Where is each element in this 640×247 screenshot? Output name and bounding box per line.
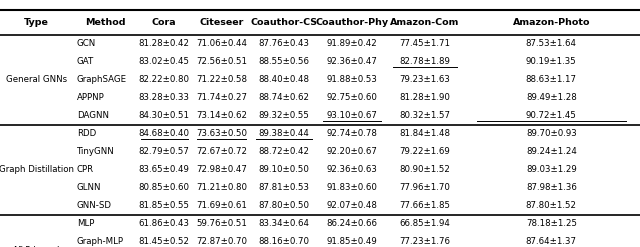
Text: 84.30±0.51: 84.30±0.51 <box>139 111 189 120</box>
Text: 72.98±0.47: 72.98±0.47 <box>196 165 247 174</box>
Text: 79.22±1.69: 79.22±1.69 <box>399 147 450 156</box>
Text: 82.78±1.89: 82.78±1.89 <box>399 57 450 66</box>
Text: General GNNs: General GNNs <box>6 75 67 84</box>
Text: 92.74±0.78: 92.74±0.78 <box>326 129 378 138</box>
Text: DAGNN: DAGNN <box>77 111 109 120</box>
Text: 89.49±1.28: 89.49±1.28 <box>526 93 577 102</box>
Text: APPNP: APPNP <box>77 93 104 102</box>
Text: 92.75±0.60: 92.75±0.60 <box>326 93 378 102</box>
Text: TinyGNN: TinyGNN <box>77 147 115 156</box>
Text: Graph Distillation: Graph Distillation <box>0 165 74 174</box>
Text: 88.74±0.62: 88.74±0.62 <box>259 93 310 102</box>
Text: GNN-SD: GNN-SD <box>77 201 112 210</box>
Text: 83.28±0.33: 83.28±0.33 <box>139 93 189 102</box>
Text: 90.72±1.45: 90.72±1.45 <box>526 111 577 120</box>
Text: 89.24±1.24: 89.24±1.24 <box>526 147 577 156</box>
Text: 59.76±0.51: 59.76±0.51 <box>196 219 247 228</box>
Text: 79.23±1.63: 79.23±1.63 <box>399 75 450 84</box>
Text: Graph-MLP: Graph-MLP <box>77 237 124 247</box>
Text: 88.63±1.17: 88.63±1.17 <box>526 75 577 84</box>
Text: 87.64±1.37: 87.64±1.37 <box>526 237 577 247</box>
Text: CPR: CPR <box>77 165 94 174</box>
Text: 77.96±1.70: 77.96±1.70 <box>399 183 450 192</box>
Text: 71.22±0.58: 71.22±0.58 <box>196 75 247 84</box>
Text: 84.68±0.40: 84.68±0.40 <box>139 129 189 138</box>
Text: 81.45±0.52: 81.45±0.52 <box>139 237 189 247</box>
Text: 82.79±0.57: 82.79±0.57 <box>139 147 189 156</box>
Text: 78.18±1.25: 78.18±1.25 <box>526 219 577 228</box>
Text: 92.20±0.67: 92.20±0.67 <box>326 147 378 156</box>
Text: 92.36±0.63: 92.36±0.63 <box>326 165 378 174</box>
Text: 88.16±0.70: 88.16±0.70 <box>259 237 310 247</box>
Text: 89.38±0.44: 89.38±0.44 <box>259 129 310 138</box>
Text: 81.84±1.48: 81.84±1.48 <box>399 129 450 138</box>
Text: 82.22±0.80: 82.22±0.80 <box>139 75 189 84</box>
Text: GAT: GAT <box>77 57 94 66</box>
Text: 72.56±0.51: 72.56±0.51 <box>196 57 247 66</box>
Text: RDD: RDD <box>77 129 96 138</box>
Text: Cora: Cora <box>152 18 177 27</box>
Text: GCN: GCN <box>77 39 96 48</box>
Text: 89.10±0.50: 89.10±0.50 <box>259 165 310 174</box>
Text: Coauthor-CS: Coauthor-CS <box>251 18 317 27</box>
Text: 81.28±0.42: 81.28±0.42 <box>139 39 189 48</box>
Text: MLP: MLP <box>77 219 94 228</box>
Text: 80.32±1.57: 80.32±1.57 <box>399 111 450 120</box>
Text: 71.06±0.44: 71.06±0.44 <box>196 39 247 48</box>
Text: 92.07±0.48: 92.07±0.48 <box>326 201 378 210</box>
Text: Type: Type <box>24 18 49 27</box>
Text: 71.74±0.27: 71.74±0.27 <box>196 93 247 102</box>
Text: 87.53±1.64: 87.53±1.64 <box>526 39 577 48</box>
Text: 83.34±0.64: 83.34±0.64 <box>259 219 310 228</box>
Text: 87.80±0.50: 87.80±0.50 <box>259 201 310 210</box>
Text: 92.36±0.47: 92.36±0.47 <box>326 57 378 66</box>
Text: 81.85±0.55: 81.85±0.55 <box>139 201 189 210</box>
Text: 87.81±0.53: 87.81±0.53 <box>259 183 310 192</box>
Text: 66.85±1.94: 66.85±1.94 <box>399 219 450 228</box>
Text: GraphSAGE: GraphSAGE <box>77 75 127 84</box>
Text: 91.85±0.49: 91.85±0.49 <box>326 237 378 247</box>
Text: 73.63±0.50: 73.63±0.50 <box>196 129 247 138</box>
Text: 71.69±0.61: 71.69±0.61 <box>196 201 247 210</box>
Text: GLNN: GLNN <box>77 183 101 192</box>
Text: 72.67±0.72: 72.67±0.72 <box>196 147 247 156</box>
Text: 86.24±0.66: 86.24±0.66 <box>326 219 378 228</box>
Text: 71.21±0.80: 71.21±0.80 <box>196 183 247 192</box>
Text: 91.83±0.60: 91.83±0.60 <box>326 183 378 192</box>
Text: Amazon-Photo: Amazon-Photo <box>513 18 590 27</box>
Text: 88.72±0.42: 88.72±0.42 <box>259 147 310 156</box>
Text: 80.85±0.60: 80.85±0.60 <box>139 183 189 192</box>
Text: 89.03±1.29: 89.03±1.29 <box>526 165 577 174</box>
Text: 72.87±0.70: 72.87±0.70 <box>196 237 247 247</box>
Text: 88.55±0.56: 88.55±0.56 <box>259 57 310 66</box>
Text: 73.14±0.62: 73.14±0.62 <box>196 111 247 120</box>
Text: 61.86±0.43: 61.86±0.43 <box>139 219 189 228</box>
Text: 87.98±1.36: 87.98±1.36 <box>526 183 577 192</box>
Text: 83.65±0.49: 83.65±0.49 <box>139 165 189 174</box>
Text: 89.70±0.93: 89.70±0.93 <box>526 129 577 138</box>
Text: Amazon-Com: Amazon-Com <box>390 18 460 27</box>
Text: Method: Method <box>84 18 125 27</box>
Text: 87.76±0.43: 87.76±0.43 <box>259 39 310 48</box>
Text: Citeseer: Citeseer <box>199 18 244 27</box>
Text: 89.32±0.55: 89.32±0.55 <box>259 111 310 120</box>
Text: 90.19±1.35: 90.19±1.35 <box>526 57 577 66</box>
Text: 77.23±1.76: 77.23±1.76 <box>399 237 450 247</box>
Text: 91.89±0.42: 91.89±0.42 <box>326 39 378 48</box>
Text: 91.88±0.53: 91.88±0.53 <box>326 75 378 84</box>
Text: 83.02±0.45: 83.02±0.45 <box>139 57 189 66</box>
Text: 88.40±0.48: 88.40±0.48 <box>259 75 310 84</box>
Text: 93.10±0.67: 93.10±0.67 <box>326 111 378 120</box>
Text: 77.45±1.71: 77.45±1.71 <box>399 39 450 48</box>
Text: 81.28±1.90: 81.28±1.90 <box>399 93 450 102</box>
Text: 77.66±1.85: 77.66±1.85 <box>399 201 450 210</box>
Text: 87.80±1.52: 87.80±1.52 <box>526 201 577 210</box>
Text: Coauthor-Phy: Coauthor-Phy <box>316 18 388 27</box>
Text: 80.90±1.52: 80.90±1.52 <box>399 165 450 174</box>
